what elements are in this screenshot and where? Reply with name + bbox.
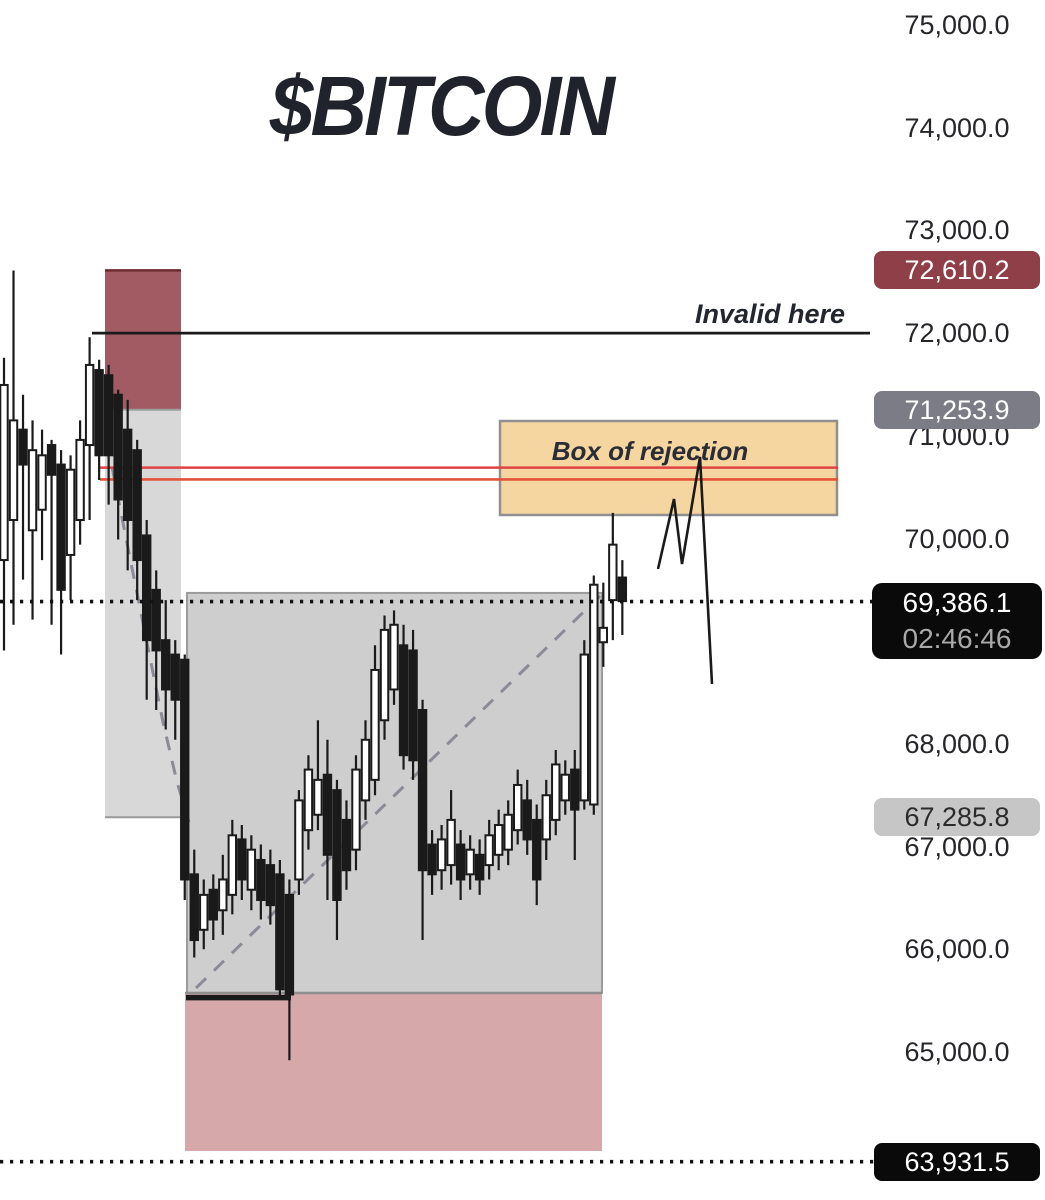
candle xyxy=(417,699,428,941)
current-price-badge: 69,386.1 02:46:46 xyxy=(872,582,1042,659)
candle xyxy=(170,640,180,740)
candle xyxy=(465,835,475,890)
ascending-dashed-line[interactable] xyxy=(194,594,602,990)
axis-tick-73000: 73,000.0 xyxy=(904,215,1010,246)
candle xyxy=(598,582,609,667)
axis-badge-71253.9: 71,253.9 xyxy=(874,390,1040,429)
candle xyxy=(551,750,561,836)
axis-tick-65000: 65,000.0 xyxy=(904,1037,1010,1067)
invalid-here-label[interactable]: Invalid here xyxy=(694,299,845,329)
box-of-rejection-label[interactable]: Box of rejection xyxy=(551,436,749,466)
candle xyxy=(161,600,171,730)
supply-zone[interactable] xyxy=(105,270,181,410)
candle xyxy=(446,790,456,885)
candle xyxy=(103,364,114,505)
candle xyxy=(522,779,532,855)
candle xyxy=(408,629,418,780)
candle xyxy=(151,570,161,711)
candle xyxy=(65,455,76,601)
page-title: $BITCOIN xyxy=(269,59,615,153)
candle xyxy=(141,520,152,700)
candle xyxy=(579,640,589,810)
candle xyxy=(189,849,199,958)
candle xyxy=(341,800,352,890)
candle xyxy=(113,389,123,540)
candle xyxy=(389,610,399,705)
candle xyxy=(617,560,628,636)
chart-canvas[interactable] xyxy=(0,0,875,1200)
candle xyxy=(513,769,523,845)
axis-tick-68000: 68,000.0 xyxy=(904,728,1010,759)
candle xyxy=(589,575,599,815)
candle xyxy=(474,839,485,895)
axis-badge-72610.2: 72,610.2 xyxy=(874,251,1040,290)
axis-tick-72000: 72,000.0 xyxy=(904,318,1010,349)
candle xyxy=(427,830,437,895)
candle xyxy=(493,809,504,871)
candle xyxy=(570,750,580,860)
axis-tick-74000: 74,000.0 xyxy=(904,112,1010,143)
candle xyxy=(227,819,238,915)
candle xyxy=(265,849,276,925)
candle xyxy=(560,760,570,815)
candle xyxy=(303,755,314,850)
candle xyxy=(332,779,342,941)
candle xyxy=(208,874,218,941)
candle xyxy=(284,879,295,1061)
candle xyxy=(8,270,19,625)
candle xyxy=(218,854,228,935)
candle xyxy=(503,800,513,866)
candle xyxy=(46,439,57,625)
candle xyxy=(0,357,9,651)
candle xyxy=(37,429,47,561)
candle xyxy=(608,512,618,641)
candle xyxy=(18,394,28,580)
candle xyxy=(360,720,371,820)
candle xyxy=(199,879,209,950)
projection-zigzag[interactable] xyxy=(656,456,714,685)
candle xyxy=(484,819,494,880)
candle xyxy=(351,755,361,871)
current-price-value: 69,386.1 xyxy=(902,586,1012,618)
candle xyxy=(532,804,542,906)
candle xyxy=(237,825,247,901)
candles xyxy=(0,270,628,1061)
candle xyxy=(322,739,333,901)
pink-zone[interactable] xyxy=(185,992,602,1152)
candle xyxy=(294,790,304,895)
descending-dashed-line[interactable] xyxy=(110,466,191,823)
candle xyxy=(455,830,466,901)
candle xyxy=(122,399,133,571)
candle xyxy=(256,844,266,920)
candle xyxy=(313,720,323,831)
candle xyxy=(275,859,285,1000)
axis-tick-75000: 75,000.0 xyxy=(904,10,1010,40)
candle xyxy=(436,825,447,890)
candle xyxy=(94,359,104,480)
candle xyxy=(84,337,95,521)
candle xyxy=(398,624,409,770)
axis-tick-66000: 66,000.0 xyxy=(904,934,1010,965)
candle xyxy=(541,779,551,860)
candle xyxy=(75,420,85,545)
axis-badge-63931.5: 63,931.5 xyxy=(874,1142,1040,1181)
candle xyxy=(370,645,380,796)
candle xyxy=(27,420,38,620)
candle xyxy=(56,450,66,655)
axis-tick-67000: 67,000.0 xyxy=(904,831,1010,862)
candle-countdown-timer: 02:46:46 xyxy=(902,622,1012,654)
candle xyxy=(379,615,390,740)
candle xyxy=(180,654,190,901)
axis-badge-67285.8: 67,285.8 xyxy=(874,798,1040,837)
axis-tick-70000: 70,000.0 xyxy=(904,523,1010,554)
candle xyxy=(246,835,257,911)
price-axis[interactable]: 75,000.0 74,000.0 73,000.0 72,000.0 71,000.0… xyxy=(872,0,1045,1200)
candle xyxy=(132,439,142,601)
